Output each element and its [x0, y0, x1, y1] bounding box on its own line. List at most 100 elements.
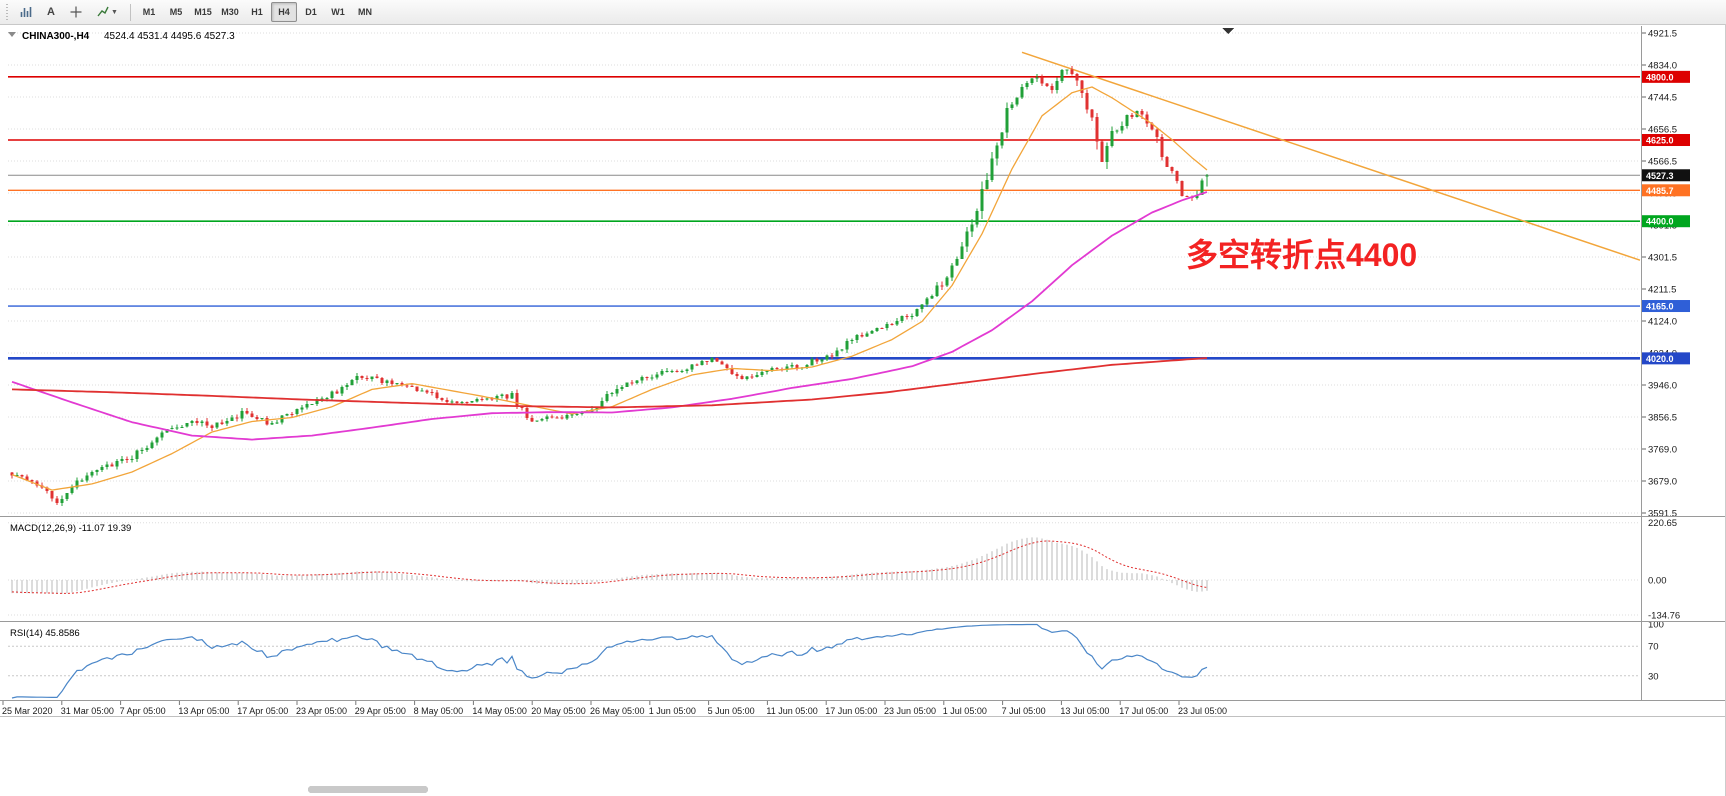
price-level-badge [1642, 184, 1690, 197]
timeframe-button-d1[interactable]: D1 [298, 2, 324, 22]
timeframe-button-m30[interactable]: M30 [217, 2, 243, 22]
chart-canvas[interactable]: 4921.54834.04744.54656.54566.54479.04391… [0, 24, 1726, 796]
candle-body [415, 386, 419, 391]
candle-body [20, 475, 24, 477]
price-level-badge-label: 4485.7 [1646, 186, 1674, 196]
time-axis-label: 8 May 05:00 [414, 706, 464, 716]
timeframe-button-h1[interactable]: H1 [244, 2, 270, 22]
candle-body [750, 376, 754, 378]
timeframe-button-h4[interactable]: H4 [271, 2, 297, 22]
time-axis-label: 11 Jun 05:00 [766, 706, 817, 716]
price-level-badge-label: 4020.0 [1646, 354, 1674, 364]
candle-body [1085, 93, 1089, 110]
candle-body [360, 376, 364, 379]
bar-chart-icon [20, 7, 32, 17]
candle-body [765, 371, 769, 373]
time-axis-label: 29 Apr 05:00 [355, 706, 406, 716]
price-axis-label: 4834.0 [1648, 61, 1677, 72]
candle-body [490, 398, 494, 400]
macd-label: MACD(12,26,9) -11.07 19.39 [10, 523, 131, 534]
candle-body [635, 380, 639, 384]
candle-body [500, 394, 504, 397]
candle-body [755, 374, 759, 377]
horizontal-scrollbar-thumb[interactable] [308, 786, 428, 793]
candle-body [900, 316, 904, 321]
candle-body [215, 422, 219, 428]
candle-body [820, 359, 824, 362]
time-axis-layer[interactable]: 25 Mar 2020 31 Mar 05:00 7 Apr 05:00 13 Apr… [2, 701, 1227, 716]
candle-body [970, 224, 974, 232]
ma-mid-magenta[interactable] [11, 191, 1208, 441]
trendline-layer [1021, 51, 1641, 261]
candle-body [550, 416, 554, 418]
candle-body [835, 350, 839, 357]
time-axis-label: 7 Apr 05:00 [120, 706, 166, 716]
candle-body [30, 480, 34, 482]
candle-body [140, 450, 144, 451]
candle-body [180, 426, 184, 428]
ohlc-values: 4524.4 4531.4 4495.6 4527.3 [104, 31, 235, 42]
candle-body [865, 333, 869, 337]
timeframe-button-mn[interactable]: MN [352, 2, 378, 22]
candle-body [235, 417, 239, 419]
candle-body [825, 355, 829, 360]
candle-body [275, 422, 279, 424]
candles-layer [10, 66, 1209, 506]
price-axis-layer[interactable]: 4921.54834.04744.54656.54566.54479.04391… [1642, 29, 1690, 683]
candle-body [400, 383, 404, 386]
candle-body [560, 417, 564, 419]
crosshair-icon [70, 6, 82, 18]
rsi-axis-label: 30 [1648, 671, 1659, 682]
draw-tools-dropdown-button[interactable]: ▼ [89, 2, 125, 22]
moving-averages-layer [11, 86, 1208, 491]
candle-body [575, 414, 579, 416]
time-axis-label: 17 Jul 05:00 [1119, 706, 1168, 716]
toolbar-grip[interactable] [4, 4, 11, 20]
candle-body [615, 389, 619, 394]
time-axis-label: 26 May 05:00 [590, 706, 645, 716]
candle-body [650, 377, 654, 379]
price-level-badge-label: 4625.0 [1646, 136, 1674, 146]
timeframe-button-w1[interactable]: W1 [325, 2, 351, 22]
candle-body [905, 316, 909, 317]
timeframe-button-m15[interactable]: M15 [190, 2, 216, 22]
candle-body [430, 392, 434, 394]
time-axis-label: 23 Jun 05:00 [884, 706, 936, 716]
ma-slow-red[interactable] [11, 357, 1208, 409]
timeframe-button-m5[interactable]: M5 [163, 2, 189, 22]
candle-body [470, 401, 474, 403]
descending-trendline[interactable] [1021, 51, 1641, 261]
candle-body [915, 309, 919, 317]
candle-body [730, 368, 734, 374]
candle-body [330, 391, 334, 398]
candle-body [260, 418, 264, 420]
candle-body [95, 470, 99, 473]
candle-body [245, 410, 249, 414]
candle-body [1060, 70, 1064, 81]
candle-body [735, 373, 739, 376]
one-click-trading-arrow[interactable] [8, 32, 16, 37]
candle-body [680, 370, 684, 373]
candle-body [845, 341, 849, 350]
candle-body [480, 398, 484, 400]
text-label-tool-button[interactable]: A [39, 2, 63, 22]
candle-body [700, 361, 704, 365]
candle-body [175, 427, 179, 429]
candle-body [770, 368, 774, 372]
candle-body [910, 316, 914, 317]
timeframe-button-m1[interactable]: M1 [136, 2, 162, 22]
chart-window-button[interactable] [14, 2, 38, 22]
candle-body [250, 413, 254, 417]
crosshair-tool-button[interactable] [64, 2, 88, 22]
annotation-text[interactable]: 多空转折点4400 [1186, 237, 1417, 273]
candle-body [1005, 108, 1009, 133]
candle-body [695, 364, 699, 366]
candle-body [725, 364, 729, 368]
candle-body [995, 145, 999, 159]
time-axis-label: 17 Jun 05:00 [825, 706, 877, 716]
chart-shift-marker[interactable] [1222, 28, 1234, 34]
time-axis-label: 14 May 05:00 [472, 706, 527, 716]
trendline-tool-icon [97, 6, 109, 17]
candle-body [795, 365, 799, 368]
candle-body [200, 421, 204, 424]
